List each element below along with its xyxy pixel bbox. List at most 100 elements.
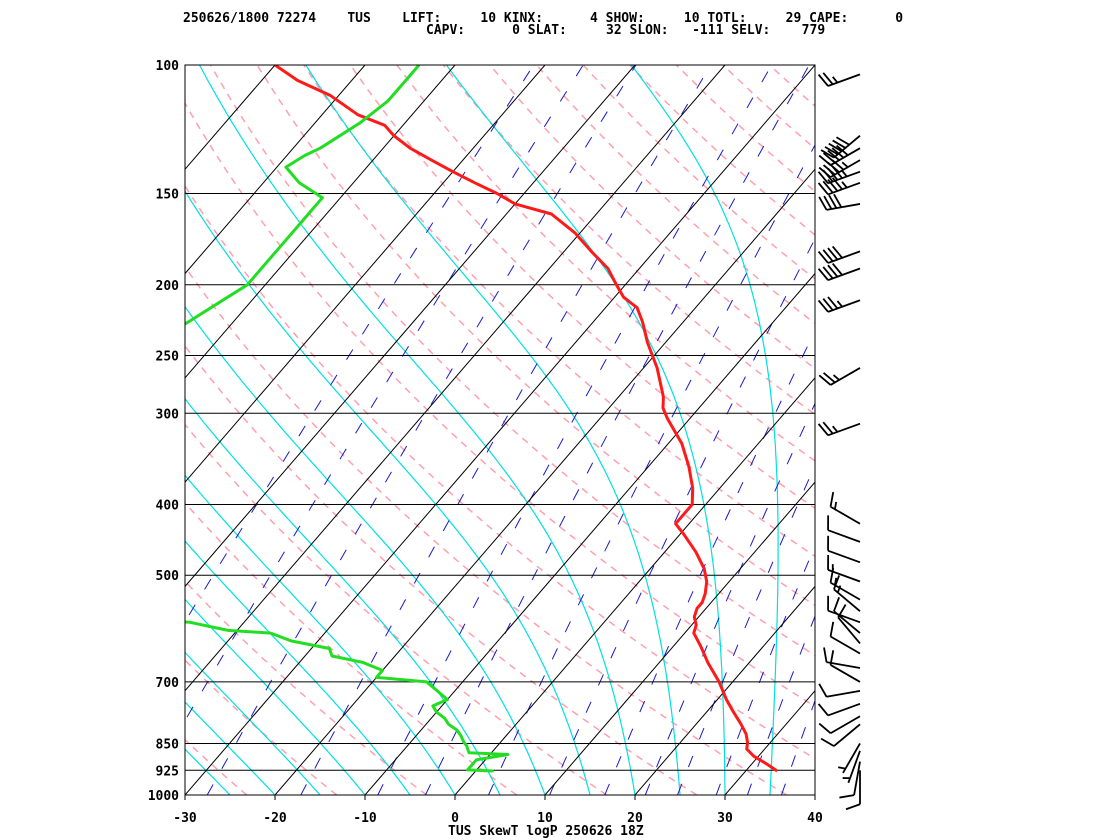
temperature-tick-label: 40 xyxy=(807,811,823,826)
wind-barb-feather xyxy=(831,245,843,259)
wind-barb xyxy=(818,144,861,166)
wind-barb-staff xyxy=(830,635,861,655)
wind-barb xyxy=(833,575,861,612)
mixing-ratio-line xyxy=(746,614,815,795)
wind-barb-staff xyxy=(827,170,861,185)
wind-barb-feather xyxy=(817,299,829,313)
wind-barb-staff xyxy=(833,723,861,747)
mixing-ratio-line xyxy=(644,402,815,795)
isotherm xyxy=(185,65,456,379)
moist-adiabat xyxy=(198,65,636,795)
wind-barb-staff xyxy=(830,367,861,386)
isotherm xyxy=(185,65,815,795)
temperature-tick-label: 0 xyxy=(451,811,459,826)
dry-adiabat xyxy=(185,501,518,795)
temperature-tick-label: 10 xyxy=(537,811,553,826)
wind-barb-staff xyxy=(826,689,861,698)
wind-barb-feather xyxy=(827,264,839,278)
wind-barb xyxy=(817,72,861,87)
wind-barb-feather xyxy=(822,72,834,85)
temperature-profile xyxy=(274,65,779,773)
isotherm xyxy=(185,65,726,692)
wind-barb-staff xyxy=(827,181,861,196)
wind-barb-staff xyxy=(837,616,861,645)
wind-barb xyxy=(817,166,861,185)
wind-barb xyxy=(839,761,861,799)
wind-barb-feather xyxy=(822,152,836,164)
wind-barb-staff xyxy=(830,581,861,601)
wind-barb-half-feather xyxy=(833,501,838,510)
dry-adiabat xyxy=(303,65,815,558)
wind-barb xyxy=(817,262,861,281)
dry-adiabat xyxy=(489,65,815,370)
wind-barb-staff xyxy=(842,743,861,774)
wind-barb-half-feather xyxy=(832,76,839,84)
mixing-ratio-line xyxy=(377,65,773,795)
wind-barb-half-feather xyxy=(833,577,838,586)
moist-adiabat xyxy=(185,748,231,795)
wind-barb xyxy=(827,595,861,624)
pressure-tick-label: 150 xyxy=(156,188,180,203)
wind-barb xyxy=(838,743,861,774)
mixing-ratio-line xyxy=(185,65,584,722)
wind-barb-feather xyxy=(827,178,839,192)
mixing-ratio-line xyxy=(604,329,815,795)
pressure-tick-label: 850 xyxy=(156,737,180,752)
mixing-ratio-line xyxy=(206,65,637,795)
wind-barb-feather xyxy=(818,683,828,698)
wind-barb-feather xyxy=(817,250,829,264)
wind-barb-feather xyxy=(824,146,839,156)
pressure-tick-label: 700 xyxy=(156,676,180,691)
mixing-ratio-line xyxy=(185,65,535,623)
dry-adiabat xyxy=(768,65,815,107)
isotherm xyxy=(544,481,815,795)
wind-barb-feather xyxy=(827,296,839,310)
moist-adiabat xyxy=(185,305,546,795)
wind-barb-feather xyxy=(817,703,829,716)
wind-barb xyxy=(817,296,861,313)
wind-barb-feather xyxy=(820,737,835,747)
wind-barb-staff xyxy=(830,147,861,166)
wind-barb-feather xyxy=(817,423,829,436)
temperature-tick-label: -10 xyxy=(353,811,377,826)
wind-barb-staff xyxy=(830,664,861,683)
wind-barb-feather xyxy=(833,575,840,590)
wind-barb-feather xyxy=(833,596,840,612)
isotherm xyxy=(185,65,276,171)
wind-barb-feather xyxy=(817,268,829,281)
wind-barb-staff xyxy=(827,422,861,437)
wind-barb xyxy=(817,177,861,196)
wind-barb-staff xyxy=(827,549,861,564)
wind-barb-feather xyxy=(827,247,839,261)
wind-barb-half-feather xyxy=(832,374,840,381)
wind-barb-feather xyxy=(832,139,846,149)
wind-barb-half-feather xyxy=(841,170,848,178)
wind-barb xyxy=(845,770,861,811)
wind-barb-feather xyxy=(820,149,835,159)
isotherm xyxy=(0,65,95,795)
temperature-tick-label: -20 xyxy=(263,811,287,826)
sounding-profiles xyxy=(185,65,779,773)
wind-barb xyxy=(823,647,861,669)
wind-barb-half-feather xyxy=(836,585,842,593)
moist-adiabat xyxy=(185,651,321,795)
dry-adiabat xyxy=(185,580,428,795)
wind-barb-staff xyxy=(827,250,861,264)
wind-barb-staff xyxy=(830,159,861,178)
isotherm xyxy=(185,65,546,483)
pressure-tick-label: 200 xyxy=(156,279,180,294)
isotherm xyxy=(185,65,636,588)
wind-barb-staff xyxy=(827,609,861,624)
isotherm xyxy=(814,794,815,795)
dry-adiabat xyxy=(396,65,815,462)
wind-barb-half-feather xyxy=(841,181,848,189)
wind-barb-half-feather xyxy=(832,425,839,433)
wind-barb-half-feather xyxy=(841,161,849,168)
wind-barb xyxy=(817,702,861,717)
isotherm xyxy=(724,689,815,795)
wind-barb-staff xyxy=(853,761,861,796)
moist-adiabat xyxy=(185,701,276,795)
wind-barb-staff xyxy=(827,267,861,281)
dry-adiabat xyxy=(185,184,815,760)
isotherm xyxy=(274,168,815,795)
